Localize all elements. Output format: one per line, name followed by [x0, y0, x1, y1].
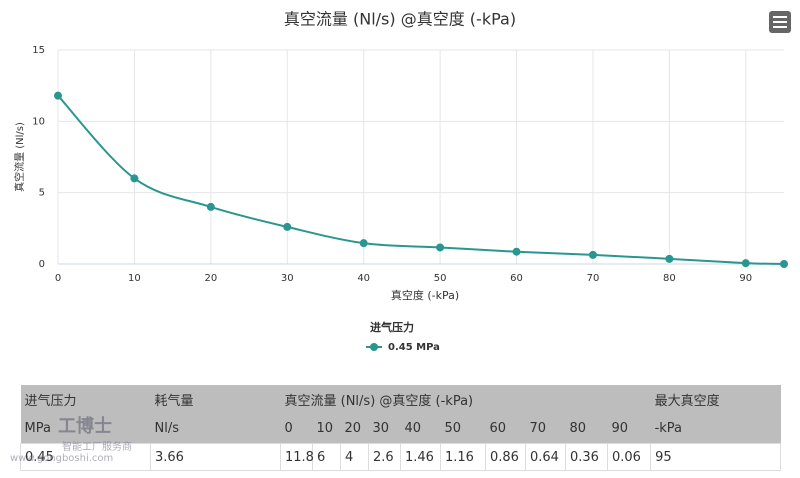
table-cell: 6	[312, 443, 341, 471]
table-cell: 1.16	[440, 443, 486, 471]
table-cell: -kPa	[650, 414, 781, 444]
menu-line	[773, 26, 787, 28]
data-point	[780, 260, 788, 268]
data-point	[130, 174, 139, 183]
table-row: MPa Nl/s 0 10 20 30 40 50 60 70 80 90 -kPa	[20, 414, 781, 444]
menu-button[interactable]	[769, 11, 791, 33]
table-cell: 90	[607, 414, 651, 444]
table-cell: 3.66	[150, 443, 281, 471]
data-point	[54, 91, 62, 100]
data-point	[359, 239, 368, 248]
table-cell: 进气压力	[20, 385, 151, 414]
table-cell: 最大真空度	[650, 385, 781, 414]
data-point	[436, 243, 445, 252]
table-cell: 0.64	[525, 443, 566, 471]
data-point	[206, 202, 215, 211]
table-cell: 0.45	[20, 443, 151, 471]
table-cell: 50	[440, 414, 486, 444]
data-point	[283, 222, 292, 231]
watermark: 工博士 智能工厂服务商 www.gongboshi.com	[10, 412, 132, 464]
table-cell: 80	[565, 414, 608, 444]
table-cell: 真空流量 (Nl/s) @真空度 (-kPa)	[280, 385, 651, 414]
watermark-slogan: 智能工厂服务商	[62, 442, 132, 453]
table-cell: MPa	[20, 414, 151, 444]
x-tick-label: 70	[587, 273, 600, 284]
x-tick-label: 60	[510, 273, 523, 284]
table-cell: 耗气量	[150, 385, 281, 414]
table-cell: 70	[525, 414, 566, 444]
y-tick-label: 0	[39, 259, 45, 270]
table-row: 进气压力 耗气量 真空流量 (Nl/s) @真空度 (-kPa) 最大真空度	[20, 385, 781, 414]
table-cell: 0.36	[565, 443, 608, 471]
table-cell: 0	[280, 414, 313, 444]
y-tick-label: 10	[32, 116, 45, 127]
x-tick-label: 0	[55, 273, 61, 284]
y-tick-label: 15	[32, 45, 45, 56]
data-point	[588, 250, 597, 259]
legend-symbol	[370, 343, 378, 351]
x-tick-label: 40	[357, 273, 370, 284]
data-point	[512, 247, 521, 256]
table-cell: 30	[368, 414, 401, 444]
x-tick-label: 20	[204, 273, 217, 284]
table-cell: 0.06	[606, 443, 652, 471]
table-row: 0.45 3.66 11.8 6 4 2.6 1.46 1.16 0.86 0.64 0.36 0.0…	[20, 443, 782, 471]
x-tick-label: 50	[434, 273, 447, 284]
table-cell: Nl/s	[150, 414, 281, 444]
x-axis-label: 真空度 (-kPa)	[391, 288, 459, 302]
watermark-brand: 工博士	[58, 416, 112, 437]
table-cell: 95	[650, 443, 782, 471]
table-cell: 11.8	[280, 443, 314, 471]
data-point	[665, 254, 674, 263]
table-cell: 4	[340, 443, 369, 471]
menu-line	[773, 21, 787, 23]
data-point	[741, 259, 750, 268]
chart: 真空流量 (Nl/s) @真空度 (-kPa) 真空流量 (Nl/s) 真空度 …	[13, 10, 791, 353]
table-cell: 0.86	[485, 443, 526, 471]
x-tick-label: 30	[281, 273, 294, 284]
legend-item[interactable]: 0.45 MPa	[366, 342, 440, 353]
watermark-url: www.gongboshi.com	[10, 453, 114, 464]
x-tick-label: 80	[663, 273, 676, 284]
table-cell: 1.46	[400, 443, 441, 471]
table-cell: 60	[485, 414, 526, 444]
x-tick-label: 10	[128, 273, 141, 284]
table-cell: 10	[312, 414, 341, 444]
x-tick-label: 90	[739, 273, 752, 284]
menu-line	[773, 16, 787, 18]
legend-title: 进气压力	[370, 320, 414, 334]
table-cell: 40	[400, 414, 441, 444]
y-axis-label: 真空流量 (Nl/s)	[13, 122, 26, 192]
table-cell: 2.6	[368, 443, 401, 471]
y-tick-label: 5	[39, 188, 45, 199]
series-line	[57, 94, 785, 265]
legend-label: 0.45 MPa	[388, 342, 440, 353]
table-cell: 20	[340, 414, 369, 444]
spec-table: 进气压力 耗气量 真空流量 (Nl/s) @真空度 (-kPa) 最大真空度 MPa Nl…	[20, 385, 782, 471]
chart-title: 真空流量 (Nl/s) @真空度 (-kPa)	[284, 10, 516, 29]
